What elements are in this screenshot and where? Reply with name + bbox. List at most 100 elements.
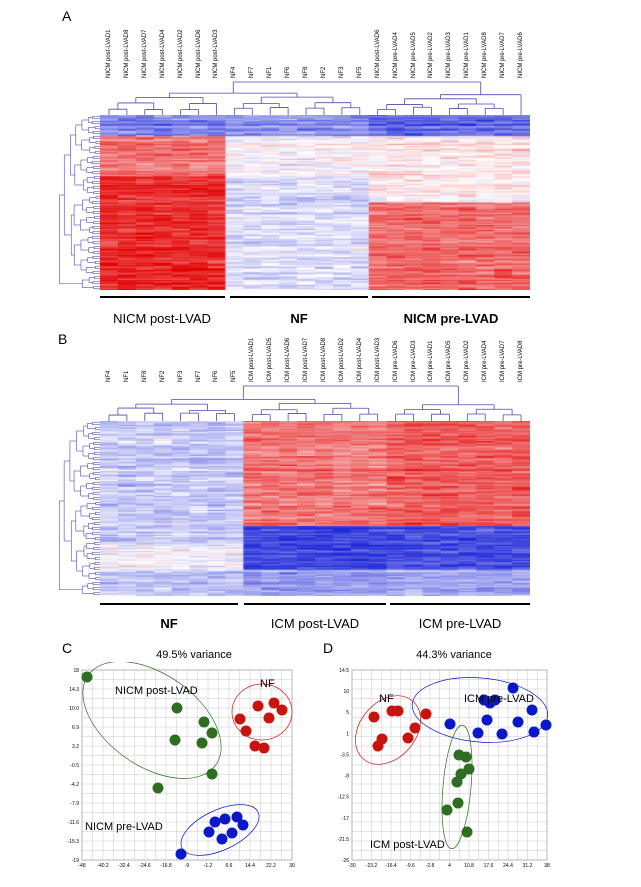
- panel-a-row-dendrogram: [59, 115, 100, 290]
- panelA-sample-label: NICM pre-LVAD1: [464, 32, 471, 78]
- panelB-sample-label: NF3: [177, 370, 184, 382]
- sample-point: [231, 811, 243, 823]
- sample-point: [441, 804, 453, 816]
- sample-point: [444, 718, 456, 730]
- panel-d-variance: 44.3% variance: [416, 649, 492, 661]
- panelB-sample-label: ICM pre-LVAD3: [410, 340, 417, 382]
- panelA-sample-label: NICM post-LVAD2: [177, 29, 184, 78]
- sample-point: [276, 704, 288, 716]
- panel-a-group-post-label: NICM post-LVAD: [113, 311, 211, 326]
- x-tick-label: 22.2: [266, 863, 276, 869]
- sample-point: [507, 682, 519, 694]
- sample-point: [175, 848, 187, 860]
- panelA-sample-label: NF5: [356, 66, 363, 78]
- sample-point: [368, 711, 380, 723]
- sample-point: [216, 833, 228, 845]
- y-tick-label: 14.5: [339, 668, 349, 674]
- y-tick-label: -21.5: [338, 837, 350, 843]
- panel-a-bar-nf: [230, 296, 368, 298]
- y-tick-label: -0.5: [70, 763, 79, 769]
- sample-point: [526, 704, 538, 716]
- icm-pre-lvad-label: ICM pre-LVAD: [464, 693, 534, 705]
- panelA-sample-label: NICM post-LVAD8: [123, 29, 130, 78]
- sample-point: [461, 826, 473, 838]
- y-tick-label: -15.3: [68, 839, 80, 845]
- y-tick-label: 18: [73, 668, 79, 674]
- sample-point: [196, 737, 208, 749]
- panelA-sample-label: NICM pre-LVAD8: [482, 32, 489, 78]
- y-tick-label: -19: [72, 858, 79, 864]
- panelB-sample-label: NF2: [159, 370, 166, 382]
- sample-point: [198, 716, 210, 728]
- x-tick-label: 14.4: [245, 863, 255, 869]
- x-tick-label: 4: [448, 863, 451, 869]
- group-ellipse: [231, 683, 293, 741]
- panelB-sample-label: ICM pre-LVAD7: [500, 340, 507, 382]
- panel-b-bar-pre: [390, 603, 530, 605]
- panelA-sample-label: NICM pre-LVAD3: [446, 32, 453, 78]
- panelA-sample-label: NF1: [267, 66, 274, 78]
- panelB-sample-label: ICM pre-LVAD4: [482, 340, 489, 382]
- panel-a-heatmap: [100, 115, 530, 290]
- panel-d-letter: D: [323, 640, 334, 656]
- panelB-sample-label: ICM pre-LVAD5: [446, 340, 453, 382]
- x-tick-label: -48: [78, 863, 85, 869]
- panel-a-column-dendrogram: [108, 81, 522, 116]
- panelB-sample-label: NF7: [195, 370, 202, 382]
- y-tick-label: -26: [342, 858, 349, 864]
- sample-point: [496, 728, 508, 740]
- sample-point: [463, 763, 475, 775]
- panel-b-group-post-label: ICM post-LVAD: [270, 616, 360, 631]
- x-tick-label: -16.4: [385, 863, 397, 869]
- panelB-sample-label: ICM pre-LVAD1: [428, 340, 435, 382]
- y-tick-label: 3.2: [72, 744, 79, 750]
- panel-b-heatmap: [100, 421, 530, 596]
- panelB-sample-label: ICM post-LVAD2: [338, 337, 345, 382]
- sample-point: [452, 797, 464, 809]
- panel-c-pca-plot: 18 14.3 10.0 6.9 3.2 -0.5 -4.2 -7.9 -11.6 -15.3 -1…: [68, 662, 295, 869]
- panelB-sample-label: NF1: [123, 370, 130, 382]
- sample-point: [152, 782, 164, 794]
- group-ellipse: [180, 804, 260, 856]
- panel-a-bar-pre: [372, 296, 530, 298]
- x-tick-label: -2.8: [426, 863, 435, 869]
- panelA-sample-label: NICM pre-LVAD5: [410, 32, 417, 78]
- sample-point: [219, 813, 231, 825]
- y-tick-label: -8: [345, 774, 350, 780]
- panelA-sample-label: NICM pre-LVAD4: [392, 32, 399, 78]
- sample-point: [472, 727, 484, 739]
- panelA-sample-label: NICM post-LVAD6: [195, 29, 202, 78]
- sample-point: [240, 725, 252, 737]
- panelA-sample-label: NICM post-LVAD4: [159, 29, 166, 78]
- panelA-sample-label: NICM post-LVAD6: [374, 29, 381, 78]
- panelA-sample-label: NICM post-LVAD7: [141, 29, 148, 78]
- panelB-sample-label: ICM post-LVAD4: [356, 337, 363, 382]
- sample-point: [169, 734, 181, 746]
- group-ellipse: [441, 724, 473, 850]
- panel-b-bar-post: [244, 603, 386, 605]
- y-tick-label: -11.6: [68, 820, 79, 826]
- nicm-pre-lvad-label: NICM pre-LVAD: [85, 821, 163, 833]
- x-tick-label: -9.6: [406, 863, 415, 869]
- x-tick-label: -32.4: [118, 863, 130, 869]
- panel-b-bar-nf: [100, 603, 238, 605]
- panelB-sample-label: ICM post-LVAD8: [320, 337, 327, 382]
- nf-label: NF: [379, 693, 394, 705]
- panel-a-letter: A: [62, 8, 72, 24]
- sample-point: [249, 740, 261, 752]
- panelB-sample-label: ICM post-LVAD7: [303, 337, 310, 382]
- panelA-sample-label: NF4: [231, 66, 238, 78]
- panelB-sample-label: ICM post-LVAD1: [249, 337, 256, 382]
- panel-a-group-pre-label: NICM pre-LVAD: [403, 311, 499, 326]
- panelB-sample-label: ICM pre-LVAD6: [392, 340, 399, 382]
- sample-point: [171, 702, 183, 714]
- panelB-sample-label: ICM post-LVAD5: [267, 337, 274, 382]
- sample-point: [263, 712, 275, 724]
- sample-point: [460, 751, 472, 763]
- panelB-sample-label: ICM pre-LVAD2: [464, 340, 471, 382]
- sample-point: [372, 740, 384, 752]
- x-tick-label: 30: [289, 863, 295, 869]
- sample-point: [268, 697, 280, 709]
- group-ellipse: [411, 677, 549, 743]
- panel-b-group-nf-label: NF: [160, 616, 178, 631]
